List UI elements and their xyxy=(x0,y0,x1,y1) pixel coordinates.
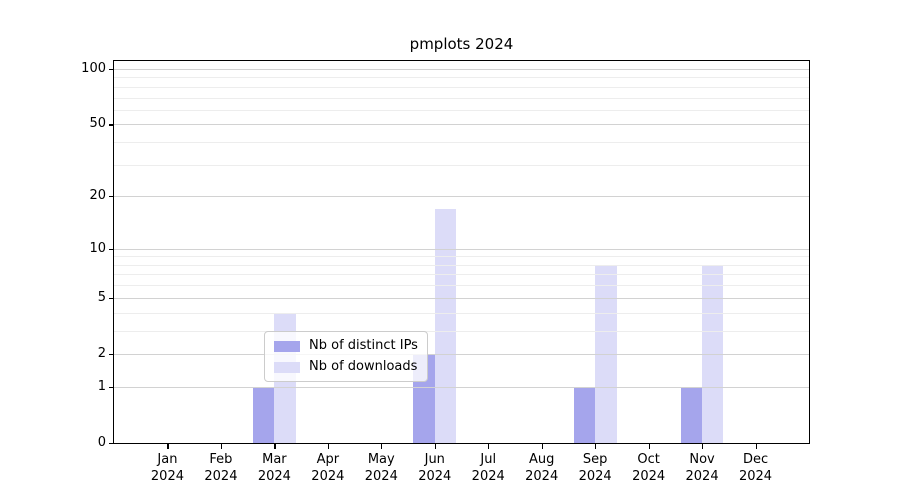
x-tick-mark-aug xyxy=(541,444,543,449)
y-tick-mark-2 xyxy=(109,353,114,356)
gridline-minor-70 xyxy=(114,97,809,99)
gridline-minor-9 xyxy=(114,256,809,258)
legend-label-downloads: Nb of downloads xyxy=(309,359,418,374)
y-tick-label-1: 1 xyxy=(97,378,106,394)
gridline-minor-30 xyxy=(114,164,809,166)
y-tick-mark-1 xyxy=(109,386,114,388)
y-tick-label-100: 100 xyxy=(81,60,106,76)
legend-swatch-distinct-ips xyxy=(274,340,300,352)
legend-label-distinct-ips: Nb of distinct IPs xyxy=(309,338,418,353)
gridline-minor-60 xyxy=(114,109,809,111)
y-tick-label-5: 5 xyxy=(97,289,106,305)
y-tick-label-2: 2 xyxy=(97,345,106,361)
x-tick-label-jan: Jan 2024 xyxy=(150,452,184,484)
legend-swatch-downloads xyxy=(274,361,300,373)
y-tick-mark-0 xyxy=(109,443,114,445)
gridline-minor-4 xyxy=(114,312,809,314)
legend-entry-downloads: Nb of downloads xyxy=(274,358,418,376)
x-tick-label-sep: Sep 2024 xyxy=(578,452,612,484)
x-tick-label-dec: Dec 2024 xyxy=(738,452,773,484)
x-tick-mark-jun xyxy=(434,444,436,449)
y-tick-label-20: 20 xyxy=(89,188,106,204)
x-tick-mark-mar xyxy=(274,444,276,449)
bar-sep-distinct-ips xyxy=(573,386,596,443)
plot-area xyxy=(113,60,810,444)
y-tick-label-10: 10 xyxy=(89,240,106,256)
x-tick-label-apr: Apr 2024 xyxy=(311,452,345,484)
gridline-major-5 xyxy=(114,297,809,299)
x-tick-label-nov: Nov 2024 xyxy=(685,452,719,484)
chart-title: pmplots 2024 xyxy=(409,35,514,53)
bar-nov-downloads xyxy=(702,264,724,443)
gridline-minor-80 xyxy=(114,86,809,88)
bar-sep-downloads xyxy=(595,264,617,443)
gridline-minor-90 xyxy=(114,77,809,79)
y-tick-mark-20 xyxy=(109,196,114,198)
x-tick-mark-may xyxy=(381,444,383,449)
gridline-minor-7 xyxy=(114,274,809,276)
x-tick-mark-sep xyxy=(595,444,597,449)
legend-entry-distinct-ips: Nb of distinct IPs xyxy=(274,337,418,355)
gridline-minor-8 xyxy=(114,264,809,266)
gridline-major-50 xyxy=(114,124,809,126)
x-tick-mark-oct xyxy=(648,444,650,449)
bar-nov-distinct-ips xyxy=(680,386,703,443)
x-tick-label-jul: Jul 2024 xyxy=(471,452,505,484)
x-tick-mark-dec xyxy=(755,444,757,449)
x-tick-mark-jul xyxy=(488,444,490,449)
gridline-minor-40 xyxy=(114,142,809,144)
x-tick-mark-jan xyxy=(167,444,169,449)
gridline-major-1 xyxy=(114,386,809,388)
x-tick-mark-feb xyxy=(220,444,223,449)
legend: Nb of distinct IPs Nb of downloads xyxy=(264,331,428,382)
x-tick-label-jun: Jun 2024 xyxy=(418,452,452,484)
x-tick-label-mar: Mar 2024 xyxy=(257,452,291,484)
gridline-major-100 xyxy=(114,68,809,70)
y-tick-mark-100 xyxy=(109,68,114,71)
gridline-minor-3 xyxy=(114,330,809,332)
bar-mar-distinct-ips xyxy=(252,386,275,443)
gridline-major-10 xyxy=(114,248,809,250)
gridline-minor-6 xyxy=(114,285,809,287)
x-tick-mark-nov xyxy=(702,444,704,449)
x-tick-label-oct: Oct 2024 xyxy=(632,452,666,484)
x-tick-label-aug: Aug 2024 xyxy=(525,452,559,484)
bar-jun-downloads xyxy=(434,208,457,443)
gridline-major-2 xyxy=(114,353,809,355)
x-tick-label-may: May 2024 xyxy=(364,452,398,484)
y-tick-mark-10 xyxy=(109,248,114,250)
y-tick-mark-5 xyxy=(109,297,114,299)
y-tick-mark-50 xyxy=(109,124,114,126)
x-tick-label-feb: Feb 2024 xyxy=(204,452,238,484)
gridline-major-20 xyxy=(114,196,809,198)
x-tick-mark-apr xyxy=(327,444,330,449)
y-tick-label-50: 50 xyxy=(89,116,106,132)
y-tick-label-0: 0 xyxy=(97,435,106,450)
